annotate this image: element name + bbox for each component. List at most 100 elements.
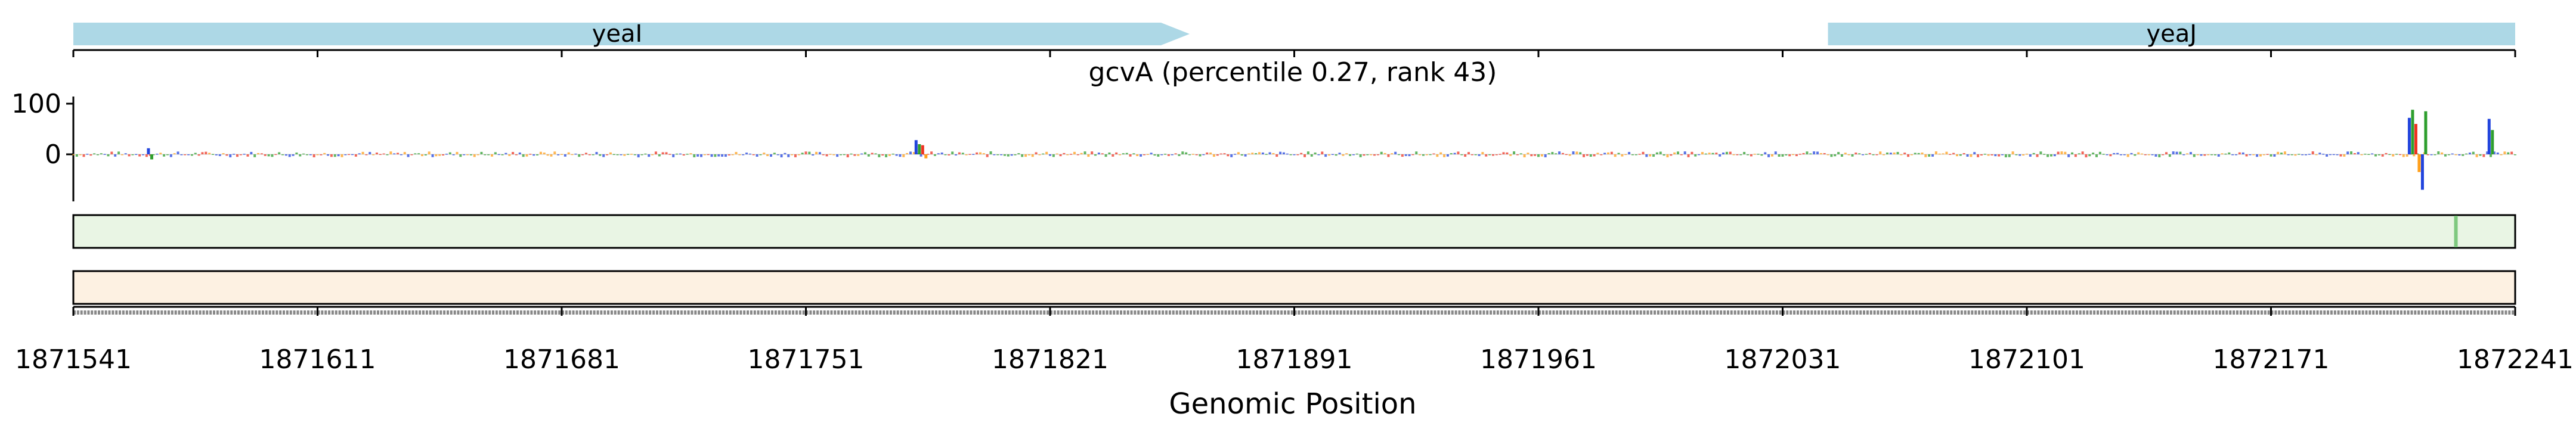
attribution-bar <box>1467 152 1470 154</box>
sequence-base-mark <box>614 310 617 315</box>
attribution-bar <box>491 154 493 157</box>
sequence-base-mark <box>823 310 826 315</box>
attribution-bar <box>1998 154 2001 157</box>
sequence-base-mark <box>240 310 243 315</box>
attribution-bar <box>955 154 958 156</box>
sequence-base-mark <box>1266 310 1269 315</box>
attribution-bar <box>407 154 410 157</box>
attribution-bar <box>1055 153 1058 155</box>
attribution-bar <box>2462 154 2464 156</box>
attribution-bar <box>1886 153 1888 154</box>
sequence-base-mark <box>181 310 184 315</box>
attribution-bar <box>229 154 232 158</box>
attribution-bar <box>993 154 996 156</box>
sequence-base-mark <box>258 310 261 315</box>
attribution-bar <box>330 154 333 157</box>
sequence-base-mark <box>1824 310 1827 315</box>
sequence-base-mark <box>1245 310 1248 315</box>
sequence-base-mark <box>1482 310 1485 315</box>
sequence-base-mark <box>1807 310 1810 315</box>
sequence-base-mark <box>722 310 725 315</box>
sequence-base-mark <box>1377 310 1380 315</box>
sequence-base-mark <box>2020 310 2023 315</box>
attribution-bar <box>2280 153 2283 154</box>
sequence-base-mark <box>1626 310 1628 315</box>
sequence-base-mark <box>2348 310 2351 315</box>
sequence-base-mark <box>1479 310 1482 315</box>
gene-track: yeaI yeaJ <box>72 20 2516 57</box>
attribution-bar <box>354 154 357 157</box>
attribution-bar <box>982 153 985 154</box>
attribution-bar <box>682 154 685 156</box>
attribution-bar <box>197 154 200 156</box>
sequence-base-mark <box>1761 310 1764 315</box>
attribution-bar <box>609 152 612 154</box>
sequence-base-mark <box>1420 310 1423 315</box>
attribution-bar <box>836 154 839 157</box>
sequence-base-mark <box>136 310 139 315</box>
attribution-bar <box>1027 154 1030 156</box>
heatmap-track-orange-box <box>72 270 2516 305</box>
attribution-bar <box>1230 154 1233 157</box>
heatmap-track-green <box>72 214 2516 249</box>
attribution-bar <box>1739 154 1742 156</box>
sequence-base-mark <box>2027 310 2029 315</box>
attribution-bar <box>2116 153 2119 154</box>
attribution-bar <box>1335 154 1337 156</box>
attribution-bar <box>1425 154 1428 156</box>
attribution-bar <box>616 154 619 156</box>
sequence-base-mark <box>2033 310 2036 315</box>
sequence-base-mark <box>1667 310 1670 315</box>
sequence-base-mark <box>1580 310 1583 315</box>
attribution-bar <box>1956 154 1958 157</box>
sequence-base-mark <box>1311 310 1314 315</box>
attribution-bar <box>302 153 305 155</box>
sequence-base-mark <box>956 310 959 315</box>
sequence-base-mark <box>2399 310 2402 315</box>
sequence-base-mark <box>886 310 889 315</box>
sequence-base-mark <box>1657 310 1659 315</box>
attribution-bar <box>264 154 267 156</box>
attribution-bar <box>1007 154 1010 157</box>
attribution-bar <box>1474 154 1477 156</box>
attribution-bar <box>1572 151 1575 154</box>
sequence-base-mark <box>1290 310 1293 315</box>
attribution-bar <box>612 154 615 156</box>
sequence-base-mark <box>2320 310 2323 315</box>
sequence-base-mark <box>317 310 320 315</box>
sequence-base-mark <box>304 310 306 315</box>
sequence-base-mark <box>523 310 526 315</box>
sequence-base-mark <box>949 310 952 315</box>
attribution-bar <box>124 153 127 154</box>
attribution-bar <box>1711 153 1714 154</box>
attribution-bar <box>1317 154 1320 156</box>
attribution-bar <box>107 154 110 157</box>
sequence-base-mark <box>1939 310 1942 315</box>
sequence-base-mark <box>2093 310 2096 315</box>
sequence-base-mark <box>1800 310 1803 315</box>
sequence-base-mark <box>795 310 798 315</box>
sequence-base-mark <box>914 310 917 315</box>
attribution-bar <box>1945 151 1948 154</box>
sequence-base-mark <box>1465 310 1468 315</box>
attribution-bar <box>1160 154 1163 156</box>
sequence-base-mark <box>872 310 875 315</box>
attribution-bar <box>1352 154 1355 156</box>
attribution-bar <box>529 154 532 155</box>
x-axis: 1871541 1871611 1871681 1871751 1871821 18718… <box>15 306 2574 375</box>
attribution-bar <box>397 153 400 154</box>
attribution-bar <box>1066 154 1069 156</box>
attribution-bar <box>1942 153 1945 154</box>
sequence-base-mark <box>788 310 791 315</box>
sequence-base-mark <box>338 310 341 315</box>
attribution-bar <box>260 153 263 154</box>
attribution-bar <box>487 154 490 156</box>
sequence-base-mark <box>572 310 575 315</box>
attribution-bar <box>2053 154 2056 157</box>
sequence-base-mark <box>2005 310 2008 315</box>
attribution-bar <box>180 154 183 156</box>
sequence-base-mark <box>2466 310 2469 315</box>
attribution-bar <box>696 154 699 157</box>
sequence-base-mark <box>1088 310 1091 315</box>
sequence-base-mark <box>150 310 153 315</box>
